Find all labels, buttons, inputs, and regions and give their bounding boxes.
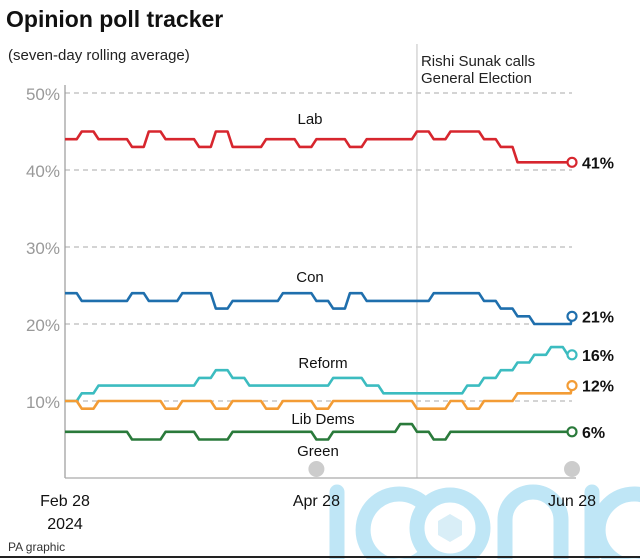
series-end-label: 12% bbox=[582, 379, 614, 396]
y-tick-label: 50% bbox=[26, 85, 60, 104]
x-tick-marker bbox=[564, 461, 580, 477]
series-end-marker bbox=[566, 380, 578, 392]
series-line-con bbox=[65, 291, 574, 326]
credit-text: PA graphic bbox=[8, 540, 65, 554]
x-tick-label: Apr 28 bbox=[293, 493, 340, 510]
x-tick-label: Jun 28 bbox=[548, 493, 596, 510]
series-end-label: 21% bbox=[582, 309, 614, 326]
chart-title: Opinion poll tracker bbox=[6, 6, 223, 32]
series-line-lib-dems bbox=[65, 385, 574, 410]
series-line-reform bbox=[65, 345, 573, 403]
series-end-label: 41% bbox=[582, 155, 614, 172]
series-end-label: 16% bbox=[582, 348, 614, 365]
series-line-green bbox=[65, 422, 573, 441]
x-tick-year: 2024 bbox=[47, 516, 83, 533]
series-name-label: Green bbox=[297, 443, 339, 460]
series-end-marker bbox=[566, 156, 578, 168]
series-end-marker bbox=[566, 310, 578, 322]
series-name-label: Con bbox=[296, 269, 324, 286]
watermark-logo bbox=[590, 486, 640, 559]
series-name-label: Lab bbox=[297, 111, 322, 128]
annotation-text: Rishi Sunak calls bbox=[421, 53, 535, 70]
series-name-label: Lib Dems bbox=[291, 411, 354, 428]
y-tick-label: 40% bbox=[26, 162, 60, 181]
series-end-marker bbox=[566, 349, 578, 361]
series-name-label: Reform bbox=[298, 355, 347, 372]
y-tick-label: 10% bbox=[26, 393, 60, 412]
annotation-text: General Election bbox=[421, 70, 532, 87]
x-tick-marker bbox=[308, 461, 325, 477]
chart-subtitle: (seven-day rolling average) bbox=[8, 47, 190, 64]
y-tick-label: 20% bbox=[26, 316, 60, 335]
y-tick-label: 30% bbox=[26, 239, 60, 258]
watermark-logo bbox=[497, 484, 569, 559]
series-line-lab bbox=[65, 130, 573, 164]
watermark-logo bbox=[438, 514, 462, 542]
watermark-logo bbox=[355, 486, 433, 559]
series-end-marker bbox=[566, 426, 578, 438]
watermark-logo bbox=[409, 487, 491, 559]
series-end-label: 6% bbox=[582, 425, 605, 442]
x-tick-label: Feb 28 bbox=[40, 493, 90, 510]
